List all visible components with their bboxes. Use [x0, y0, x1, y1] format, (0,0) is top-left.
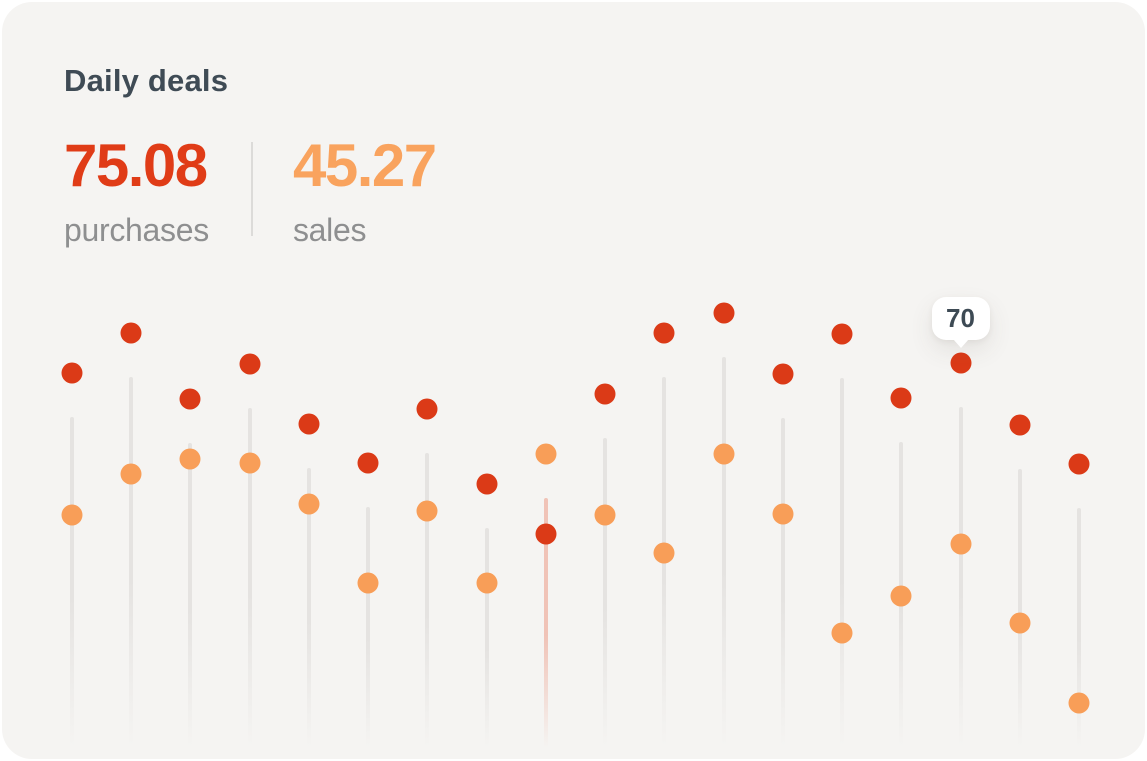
stem	[1077, 507, 1081, 748]
sales-dot[interactable]	[416, 500, 438, 522]
sales-label: sales	[292, 212, 367, 248]
tooltip-value: 70	[946, 303, 975, 334]
sales-dot[interactable]	[950, 533, 972, 555]
purchases-dot[interactable]	[416, 398, 438, 420]
stats-row: 75.08 purchases 45.27 sales	[64, 132, 437, 249]
purchases-dot[interactable]	[179, 388, 201, 410]
sales-dot[interactable]	[594, 504, 616, 526]
purchases-dot[interactable]	[594, 383, 616, 405]
stem	[780, 418, 785, 748]
sales-dot[interactable]	[535, 443, 557, 465]
card-header: Daily deals	[64, 63, 228, 99]
stat-purchases: 75.08 purchases	[64, 136, 209, 249]
stem	[1017, 468, 1022, 748]
sales-dot[interactable]	[890, 585, 912, 607]
sales-dot[interactable]	[61, 504, 83, 526]
stem	[70, 417, 74, 748]
purchases-dot[interactable]	[357, 452, 379, 474]
purchases-label: purchases	[64, 212, 209, 248]
sales-dot[interactable]	[1068, 692, 1090, 714]
stem	[484, 527, 489, 748]
stem	[425, 452, 430, 748]
stem	[366, 507, 371, 748]
stem	[721, 357, 726, 748]
sales-value: 45.27	[292, 132, 437, 199]
purchases-dot[interactable]	[1009, 414, 1031, 436]
sales-dot[interactable]	[239, 452, 261, 474]
chart-tooltip: 70	[931, 297, 990, 341]
sales-dot[interactable]	[713, 443, 735, 465]
sales-dot[interactable]	[179, 448, 201, 470]
sales-dot[interactable]	[476, 572, 498, 594]
sales-dot[interactable]	[772, 503, 794, 525]
sales-dot[interactable]	[298, 493, 320, 515]
purchases-value: 75.08	[64, 132, 208, 199]
purchases-dot[interactable]	[713, 302, 735, 324]
purchases-dot[interactable]	[831, 323, 853, 345]
sales-dot[interactable]	[1009, 612, 1031, 634]
purchases-dot[interactable]	[772, 363, 794, 385]
highlighted-stem	[543, 497, 548, 748]
stem	[958, 407, 963, 748]
stem	[306, 468, 311, 748]
stem	[188, 442, 193, 748]
purchases-dot[interactable]	[890, 387, 912, 409]
purchases-dot[interactable]	[653, 322, 675, 344]
stats-divider	[250, 142, 253, 236]
sales-dot[interactable]	[120, 463, 142, 485]
stem	[603, 438, 608, 748]
stem	[840, 378, 845, 748]
stem	[247, 408, 252, 748]
purchases-dot[interactable]	[950, 352, 972, 374]
purchases-dot[interactable]	[61, 362, 83, 384]
purchases-dot[interactable]	[239, 353, 261, 375]
purchases-dot[interactable]	[476, 473, 498, 495]
sales-dot[interactable]	[357, 572, 379, 594]
purchases-dot[interactable]	[535, 523, 557, 545]
purchases-dot[interactable]	[298, 413, 320, 435]
sales-dot[interactable]	[831, 622, 853, 644]
page-title: Daily deals	[64, 63, 229, 98]
purchases-dot[interactable]	[1068, 453, 1090, 475]
stem	[129, 377, 134, 748]
stat-sales: 45.27 sales	[292, 132, 437, 249]
sales-dot[interactable]	[653, 542, 675, 564]
purchases-dot[interactable]	[120, 322, 142, 344]
